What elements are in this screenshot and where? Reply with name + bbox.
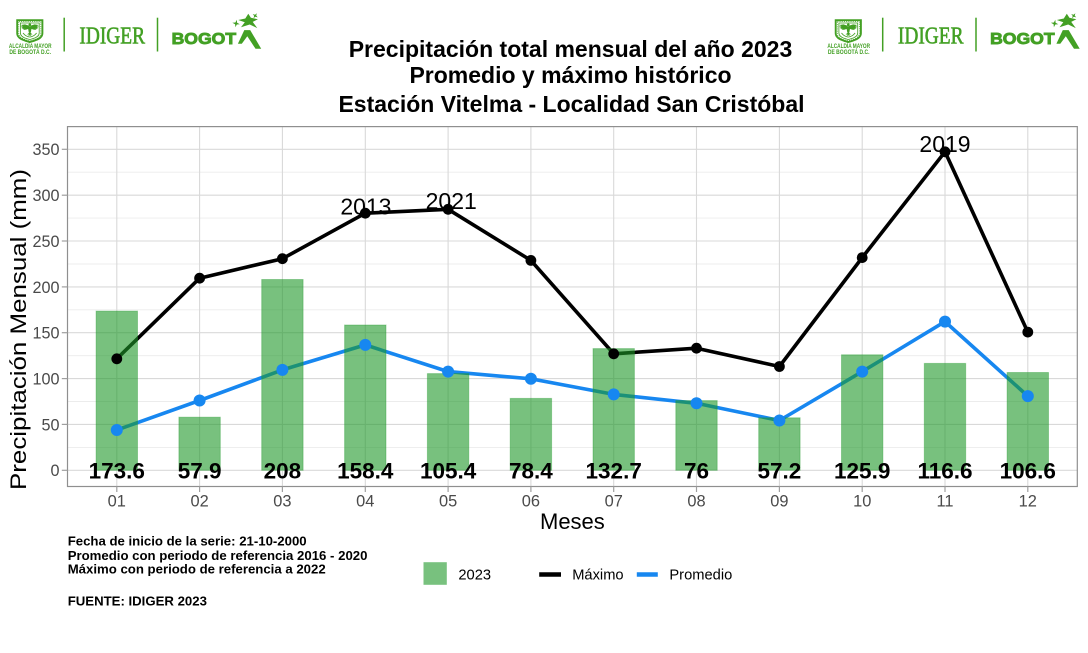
- svg-text:06: 06: [522, 492, 540, 510]
- svg-text:2021: 2021: [426, 188, 477, 214]
- svg-text:250: 250: [32, 233, 59, 251]
- svg-text:10: 10: [853, 492, 871, 510]
- svg-text:04: 04: [356, 492, 374, 510]
- svg-text:DE BOGOTÁ D.C.: DE BOGOTÁ D.C.: [9, 49, 51, 56]
- svg-text:09: 09: [770, 492, 788, 510]
- svg-text:50: 50: [41, 416, 59, 434]
- svg-text:BOGOT: BOGOT: [172, 31, 237, 48]
- svg-text:Meses: Meses: [540, 509, 605, 534]
- svg-text:173.6: 173.6: [89, 459, 145, 484]
- svg-text:Estación Vitelma - Localidad S: Estación Vitelma - Localidad San Cristób…: [338, 91, 804, 117]
- svg-text:300: 300: [32, 187, 59, 205]
- svg-text:03: 03: [273, 492, 291, 510]
- svg-text:Promedio: Promedio: [669, 567, 732, 583]
- svg-text:78.4: 78.4: [509, 459, 553, 484]
- svg-text:Máximo: Máximo: [572, 567, 623, 583]
- svg-text:ALCALDÍA MAYOR: ALCALDÍA MAYOR: [9, 42, 52, 50]
- svg-text:125.9: 125.9: [834, 459, 890, 484]
- svg-text:2019: 2019: [919, 131, 970, 157]
- svg-text:12: 12: [1019, 492, 1037, 510]
- svg-text:0: 0: [50, 462, 59, 480]
- svg-text:116.6: 116.6: [917, 459, 972, 484]
- svg-text:FUENTE: IDIGER 2023: FUENTE: IDIGER 2023: [68, 593, 207, 608]
- svg-text:57.2: 57.2: [758, 459, 802, 484]
- svg-text:57.9: 57.9: [178, 459, 222, 484]
- svg-text:08: 08: [687, 492, 705, 510]
- svg-text:2023: 2023: [458, 567, 491, 583]
- svg-text:Fecha de inicio de la serie: 2: Fecha de inicio de la serie: 21-10-2000: [68, 534, 307, 549]
- svg-text:200: 200: [32, 279, 59, 297]
- svg-text:Precipitación total mensual de: Precipitación total mensual del año 2023: [349, 36, 793, 62]
- svg-text:76: 76: [684, 459, 709, 484]
- svg-text:105.4: 105.4: [420, 459, 477, 484]
- svg-text:01: 01: [108, 492, 126, 510]
- svg-text:Promedio con periodo de refere: Promedio con periodo de referencia 2016 …: [68, 548, 368, 563]
- svg-text:2013: 2013: [340, 194, 391, 220]
- svg-text:07: 07: [605, 492, 623, 510]
- svg-text:IDIGER: IDIGER: [79, 23, 145, 49]
- svg-text:106.6: 106.6: [1000, 459, 1056, 484]
- svg-text:208: 208: [264, 459, 302, 484]
- svg-text:150: 150: [32, 325, 59, 343]
- svg-text:Promedio y máximo histórico: Promedio y máximo histórico: [409, 62, 731, 88]
- svg-text:Precipitación Mensual (mm): Precipitación Mensual (mm): [6, 169, 31, 490]
- svg-text:11: 11: [936, 492, 953, 510]
- svg-text:350: 350: [32, 141, 59, 159]
- svg-text:Máximo con periodo de referenc: Máximo con periodo de referencia a 2022: [68, 562, 326, 577]
- svg-text:05: 05: [439, 492, 457, 510]
- svg-text:100: 100: [32, 371, 59, 389]
- svg-text:132.7: 132.7: [586, 459, 642, 484]
- svg-text:02: 02: [190, 492, 208, 510]
- svg-text:158.4: 158.4: [337, 459, 394, 484]
